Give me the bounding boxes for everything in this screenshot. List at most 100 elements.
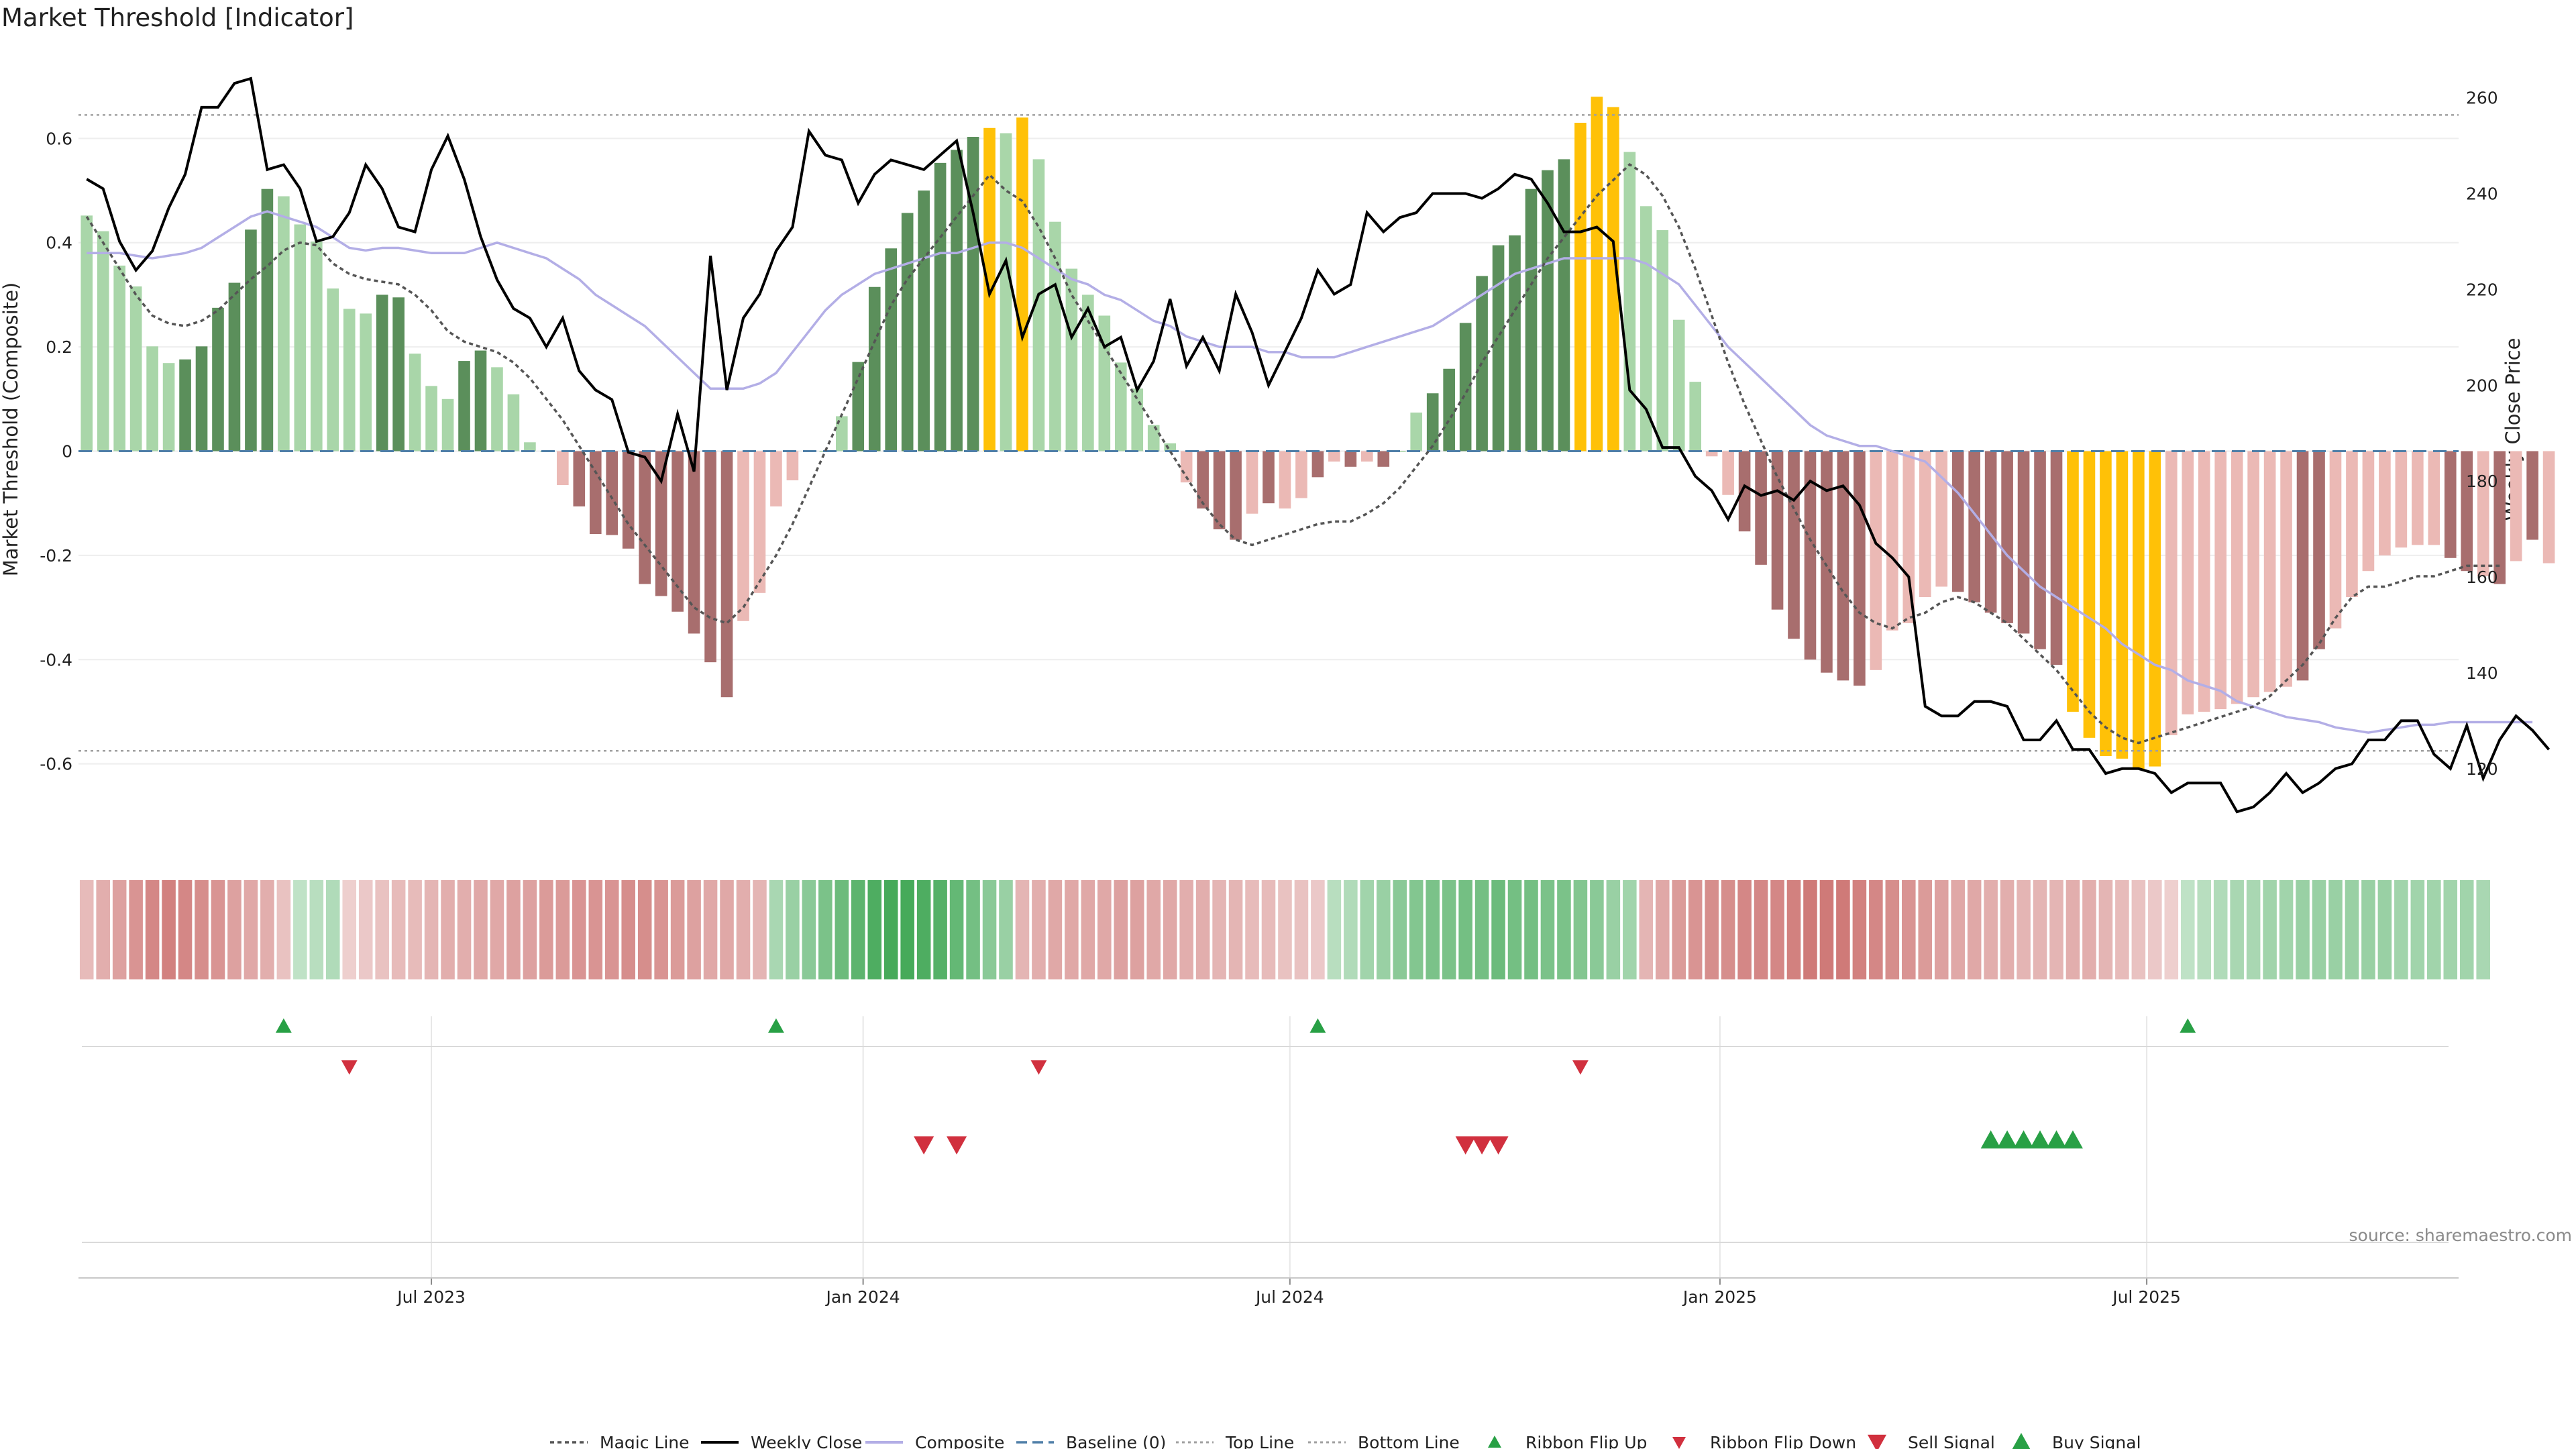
ribbon-cell: [145, 880, 160, 979]
y-tick-label: -0.6: [40, 755, 72, 774]
composite-bar: [951, 150, 963, 451]
ribbon-cell: [1606, 880, 1621, 979]
composite-bar: [1854, 451, 1866, 686]
ribbon-cell: [802, 880, 816, 979]
composite-bar: [392, 297, 405, 451]
y2-tick-label: 180: [2466, 472, 2498, 491]
legend: Magic Line Weekly Close Composite Baseline …: [550, 1433, 2141, 1449]
y-axis-title: Market Threshold (Composite): [0, 282, 22, 576]
legend-item: Ribbon Flip Down: [1672, 1433, 1856, 1449]
composite-bar: [80, 215, 93, 451]
composite-bar: [1492, 245, 1505, 451]
composite-bar: [672, 451, 684, 612]
legend-label: Weekly Close: [751, 1433, 862, 1449]
composite-bar: [1509, 235, 1521, 451]
ribbon-cell: [129, 880, 143, 979]
ribbon-cell: [851, 880, 865, 979]
ribbon-cell: [753, 880, 767, 979]
ribbon-cell: [769, 880, 784, 979]
ribbon-cell: [1623, 880, 1637, 979]
composite-bar: [1197, 451, 1209, 508]
composite-bar: [2493, 451, 2506, 584]
buy-signal-marker: [2062, 1130, 2083, 1148]
composite-bar: [1558, 159, 1570, 451]
ribbon-cell: [474, 880, 488, 979]
legend-item: Bottom Line: [1308, 1433, 1460, 1449]
composite-bar: [2149, 451, 2161, 767]
ribbon-cell: [1770, 880, 1784, 979]
ribbon-flip-up-marker: [767, 1018, 784, 1033]
ribbon-cell: [1672, 880, 1686, 979]
legend-label: Baseline (0): [1066, 1433, 1166, 1449]
buy-signal-marker: [2013, 1130, 2034, 1148]
composite-bar: [2198, 451, 2210, 712]
ribbon-cell: [1852, 880, 1867, 979]
chart-title: Market Threshold [Indicator]: [1, 3, 354, 32]
composite-bar: [146, 346, 158, 451]
composite-bar: [1755, 451, 1767, 565]
composite-bar: [195, 346, 208, 451]
composite-bar: [770, 451, 782, 506]
ribbon-cell: [2213, 880, 2228, 979]
ribbon-cell: [1786, 880, 1801, 979]
x-tick-label: Jul 2024: [1254, 1287, 1324, 1307]
composite-bar: [1000, 133, 1012, 451]
ribbon-cell: [1294, 880, 1309, 979]
ribbon-cell: [2115, 880, 2129, 979]
ribbon-cell: [2164, 880, 2179, 979]
ribbon-cell: [1458, 880, 1472, 979]
composite-bar: [2329, 451, 2342, 629]
y2-tick-label: 200: [2466, 376, 2498, 395]
composite-bar: [1049, 221, 1061, 451]
composite-bar: [2296, 451, 2309, 681]
ribbon-cell: [1984, 880, 1998, 979]
ribbon-cell: [637, 880, 652, 979]
ribbon-cell: [2082, 880, 2096, 979]
ribbon-cell: [1261, 880, 1276, 979]
composite-bar: [360, 313, 372, 451]
composite-bar: [901, 213, 914, 451]
composite-bar: [425, 386, 437, 451]
ribbon-cell: [999, 880, 1013, 979]
composite-bar: [2542, 451, 2555, 564]
composite-bar: [573, 451, 586, 506]
ribbon-cell: [2131, 880, 2146, 979]
composite-bar: [2346, 451, 2358, 598]
composite-bar: [2313, 451, 2325, 649]
ribbon-cell: [309, 880, 324, 979]
ribbon-cell: [2427, 880, 2441, 979]
composite-bar: [1164, 443, 1176, 451]
ribbon-cell: [358, 880, 373, 979]
ribbon-cell: [2410, 880, 2425, 979]
legend-item: Composite: [865, 1433, 1004, 1449]
composite-bar: [606, 451, 619, 535]
ribbon-cell: [2345, 880, 2359, 979]
composite-bar: [967, 136, 979, 451]
ribbon-cell: [2049, 880, 2063, 979]
ribbon-cell: [1491, 880, 1505, 979]
y-tick-label: -0.2: [40, 546, 72, 566]
legend-label: Ribbon Flip Up: [1525, 1433, 1647, 1449]
buy-signal-marker: [2046, 1130, 2067, 1148]
composite-bar: [2428, 451, 2440, 545]
ribbon-cell: [539, 880, 553, 979]
ribbon-cell: [2197, 880, 2212, 979]
ribbon-cell: [506, 880, 521, 979]
composite-bar: [278, 196, 290, 451]
axis-ticks: -0.6 -0.4 -0.2 0 0.2 0.4 0.6 120 140 160 180 200 220…: [40, 89, 2498, 1307]
composite-bar: [2034, 451, 2046, 649]
composite-bar: [1344, 451, 1357, 467]
composite-bar: [737, 451, 749, 621]
ribbon-cell: [1393, 880, 1407, 979]
composite-bar: [1443, 368, 1455, 451]
ribbon-cell: [2296, 880, 2310, 979]
composite-bar: [162, 363, 175, 451]
composite-bar: [918, 191, 930, 451]
composite-bar: [1788, 451, 1800, 639]
ribbon-cell: [1836, 880, 1850, 979]
ribbon-cell: [244, 880, 258, 979]
ribbon-flip-up-marker: [1309, 1018, 1326, 1033]
signal-rows: [82, 1018, 2449, 1243]
ribbon-cell: [720, 880, 734, 979]
composite-bar: [1689, 382, 1702, 451]
